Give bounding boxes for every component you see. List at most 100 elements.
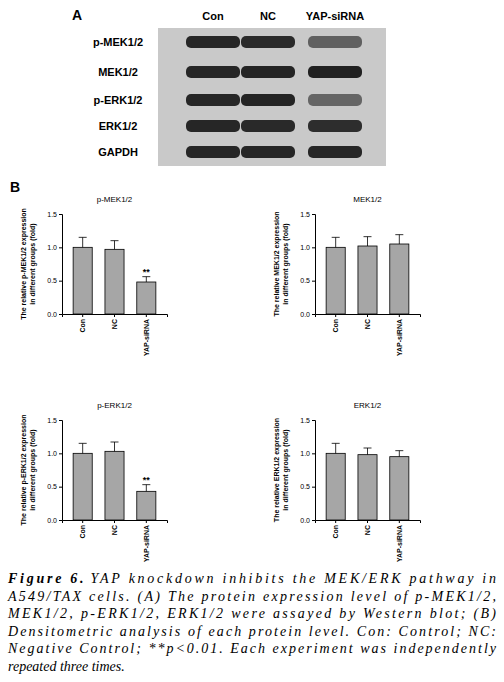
error-bar — [142, 485, 150, 492]
y-axis: 0.0 0.5 1.0 1.5 — [47, 211, 62, 318]
error-bar — [395, 451, 403, 457]
error-bar-cap — [111, 240, 119, 241]
x-tick-mark — [399, 520, 400, 523]
blot-band — [308, 146, 362, 158]
error-bar-cap — [364, 448, 372, 449]
y-tick-mark — [59, 281, 62, 282]
y-axis-title: The relative ERK1/2 expression — [273, 418, 281, 522]
x-axis: ConNCYAP-siRNA — [316, 314, 421, 356]
blot-band — [241, 36, 295, 48]
x-tick-mark — [335, 314, 336, 317]
error-bar-stem — [399, 235, 400, 244]
blot-band — [186, 94, 240, 106]
chart-title: MEK1/2 — [353, 195, 382, 204]
x-tick-label: NC — [364, 525, 371, 535]
x-tick-mark — [335, 520, 336, 523]
y-tick-mark — [312, 247, 315, 248]
x-axis: ConNCYAP-siRNA — [63, 520, 168, 562]
x-axis-line — [63, 521, 168, 524]
x-axis: Con NC YAP-siRNA — [316, 520, 421, 562]
significance-annotation: ** — [143, 267, 151, 277]
y-tick-label: 0.5 — [300, 277, 310, 284]
x-tick: NC — [111, 520, 118, 535]
y-tick: 1.5 — [47, 417, 62, 424]
y-tick: 0.0 — [47, 517, 62, 524]
x-tick-label: Con — [332, 525, 339, 539]
x-axis: ConNCYAP-siRNA — [63, 314, 168, 356]
bar-chart: ERK1/2The relative ERK1/2 expressionin d… — [273, 401, 421, 562]
figure: ABConNCYAP-siRNAp-MEK1/2MEK1/2p-ERK1/2ER… — [0, 0, 504, 682]
chart-title: p-MEK1/2 — [97, 195, 133, 204]
blot-band — [186, 120, 240, 132]
blot-row-label: GAPDH — [98, 146, 138, 158]
plot-area — [73, 237, 156, 314]
bar — [105, 249, 124, 314]
y-tick-mark — [312, 453, 315, 454]
x-axis-line — [316, 315, 421, 318]
x-tick: YAP-siRNA — [396, 314, 403, 356]
caption-line: A549/TAX cells. (A) The protein expressi… — [7, 589, 496, 605]
error-bar — [332, 237, 340, 247]
x-tick: NC — [111, 314, 118, 329]
blot-row-label: MEK1/2 — [98, 66, 138, 78]
y-tick-mark — [59, 247, 62, 248]
y-tick-label: 0.0 — [300, 311, 310, 318]
y-tick: 1.5 — [47, 211, 62, 218]
bar — [358, 246, 377, 314]
bar — [390, 244, 409, 314]
y-tick: 1.5 — [300, 417, 315, 424]
error-bar — [79, 237, 87, 247]
y-tick-label: 1.0 — [47, 450, 57, 457]
x-tick: YAP-siRNA — [143, 314, 150, 356]
error-bar-cap — [395, 450, 403, 451]
y-tick: 1.0 — [300, 244, 315, 251]
x-tick: YAP-siRNA — [396, 520, 403, 562]
error-bar-stem — [335, 237, 336, 247]
x-tick: NC — [364, 314, 371, 329]
x-tick-label: YAP-siRNA — [396, 525, 403, 562]
y-tick-mark — [59, 520, 62, 521]
bar — [358, 455, 377, 520]
y-tick: 0.0 — [300, 311, 315, 318]
error-bar-stem — [367, 448, 368, 455]
y-axis-title: in different groups (fold) — [29, 429, 37, 510]
error-bar-cap — [364, 236, 372, 237]
caption-line: MEK1/2, p-ERK1/2, ERK1/2 were assayed by… — [7, 606, 496, 622]
y-tick-label: 0.0 — [47, 311, 57, 318]
y-tick: 0.5 — [47, 277, 62, 284]
y-axis-title: The relative MEK1/2 expression — [273, 211, 281, 316]
error-bar — [364, 237, 372, 246]
error-bar — [111, 442, 119, 451]
lane-label: Con — [202, 10, 224, 22]
panel-label: B — [10, 179, 20, 195]
y-axis-title: The relative p-MEK1/2 expression — [20, 208, 28, 320]
blot-band — [308, 66, 362, 78]
y-axis-title: in different groups (fold) — [29, 223, 37, 304]
y-tick-mark — [312, 314, 315, 315]
error-bar-cap — [79, 443, 87, 444]
significance-annotation: ** — [143, 475, 151, 485]
error-bar-stem — [114, 442, 115, 451]
x-tick: NC — [364, 520, 371, 535]
caption-line: Negative Control; **p<0.01. Each experim… — [7, 641, 497, 656]
bar — [105, 451, 124, 520]
x-tick: YAP-siRNA — [143, 520, 150, 562]
y-tick: 0.5 — [300, 277, 315, 284]
plot-area — [326, 235, 409, 314]
blot-band — [241, 94, 295, 106]
y-axis: 0.00.51.01.5 — [300, 211, 315, 318]
chart-title: ERK1/2 — [354, 401, 382, 410]
x-tick: Con — [332, 520, 339, 539]
y-tick: 0.5 — [47, 483, 62, 490]
y-tick: 1.0 — [47, 244, 62, 251]
error-bar — [79, 443, 87, 453]
error-bar-stem — [82, 237, 83, 247]
error-bar-stem — [146, 277, 147, 282]
x-tick-mark — [399, 314, 400, 317]
x-tick-mark — [114, 314, 115, 317]
error-bar-cap — [395, 234, 403, 235]
x-tick-mark — [367, 314, 368, 317]
bar-chart: MEK1/2The relative MEK1/2 expressionin d… — [273, 195, 421, 356]
bar — [326, 247, 345, 314]
y-tick-label: 1.0 — [300, 244, 310, 251]
